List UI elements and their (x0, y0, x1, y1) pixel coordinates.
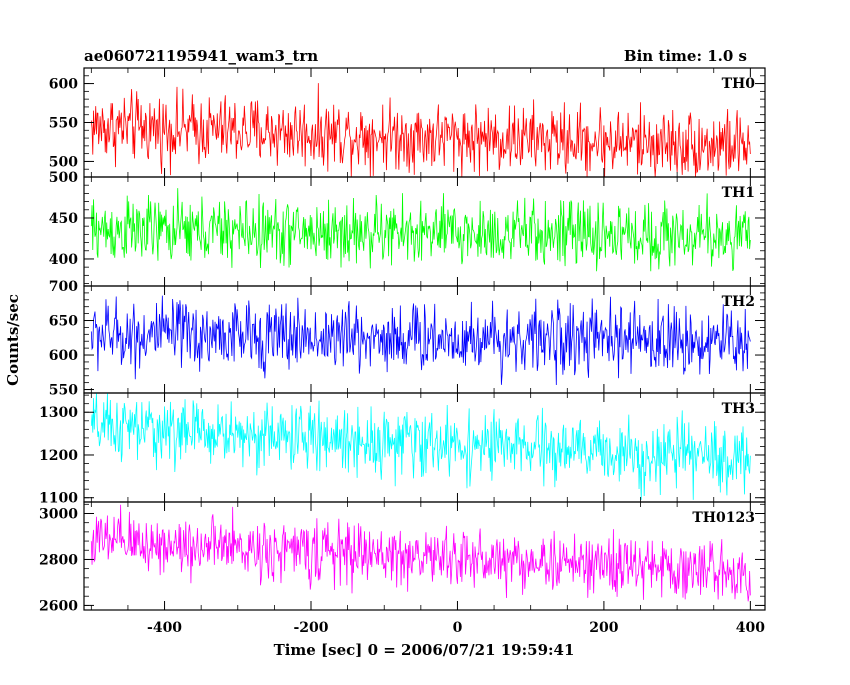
y-tick-label: 1200 (39, 448, 78, 464)
y-tick-label: 700 (49, 279, 78, 295)
y-tick-label: 1300 (39, 405, 78, 421)
x-tick-label: -200 (293, 620, 328, 636)
panel-th0123: 2600 2800 3000 TH0123 (39, 501, 766, 614)
panel-th1: 400 450 500 TH1 (49, 170, 766, 287)
x-tick-label: 0 (453, 620, 463, 636)
x-axis-title: Time [sec] 0 = 2006/07/21 19:59:41 (274, 641, 575, 659)
y-tick-label: 550 (49, 116, 78, 132)
panel-frame (83, 501, 766, 611)
y-axis-title: Counts/sec (4, 294, 22, 386)
y-tick-label: 450 (49, 211, 78, 227)
bin-time-label: Bin time: 1.0 s (624, 47, 747, 65)
panel-frame (83, 285, 766, 394)
panel-label-th0: TH0 (722, 76, 756, 92)
y-tick-label: 500 (49, 154, 78, 170)
x-axis: -400 -200 0 200 400 (147, 620, 765, 636)
y-tick-label: 600 (49, 77, 78, 93)
panel-th0: 500 550 600 TH0 (49, 67, 766, 178)
series-line-th3 (90, 393, 751, 500)
y-tick-label: 500 (49, 170, 78, 186)
x-tick-label: 400 (736, 620, 765, 636)
y-tick-label: 400 (49, 252, 78, 268)
y-tick-label: 1100 (39, 491, 78, 507)
panel-label-th0123: TH0123 (692, 510, 755, 526)
panels-layer: 500 550 600 TH0 400 450 500 TH1 550 600 650 700 TH2 1… (39, 67, 766, 614)
panel-label-th2: TH2 (722, 294, 755, 310)
chart-title: ae060721195941_wam3_trn (84, 47, 318, 65)
series-line-th1 (90, 188, 751, 272)
y-tick-label: 550 (49, 383, 78, 399)
y-tick-label: 3000 (39, 506, 78, 522)
y-tick-label: 2600 (39, 598, 78, 614)
y-tick-label: 2800 (39, 552, 78, 568)
panel-label-th1: TH1 (722, 185, 755, 201)
y-tick-label: 600 (49, 348, 78, 364)
panel-label-th3: TH3 (722, 401, 755, 417)
panel-th2: 550 600 650 700 TH2 (49, 279, 766, 399)
x-tick-label: -400 (147, 620, 182, 636)
panel-th3: 1100 1200 1300 TH3 (39, 392, 766, 507)
y-tick-label: 650 (49, 314, 78, 330)
x-tick-label: 200 (589, 620, 618, 636)
series-line-th0 (90, 83, 751, 177)
series-line-th0123 (90, 504, 751, 602)
series-line-th2 (90, 295, 751, 385)
